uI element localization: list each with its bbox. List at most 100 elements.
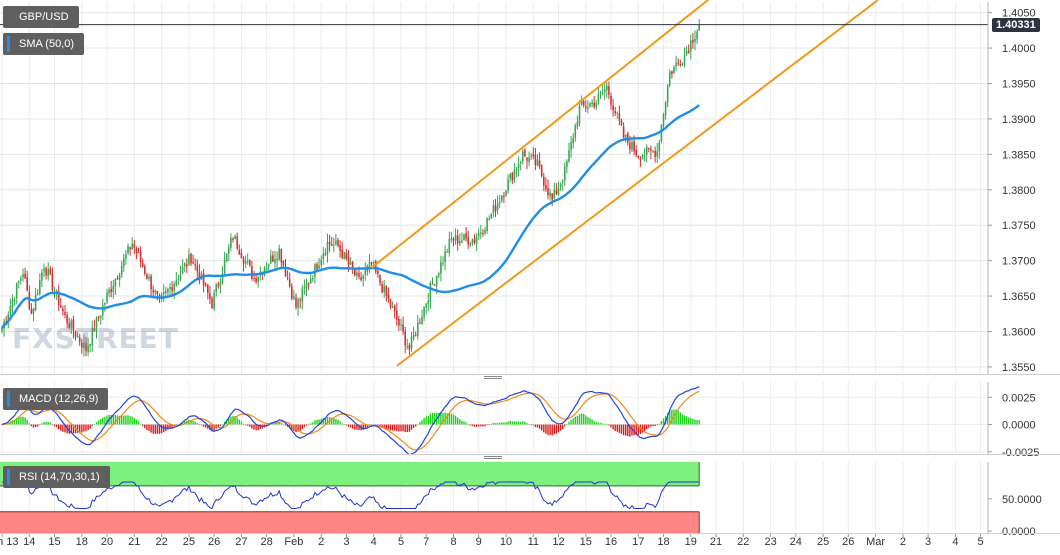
candle-body-276: [580, 101, 583, 105]
x-tick-label-34: 2: [900, 536, 906, 548]
x-tick-label-23: 16: [605, 536, 617, 548]
candle-body-204: [429, 283, 432, 303]
macd-hist-bar-266: [559, 424, 562, 431]
candle-body-14: [30, 309, 33, 314]
candle-body-34: [72, 319, 75, 331]
candle-body-267: [561, 181, 564, 183]
candle-body-69: [146, 274, 148, 279]
macd-hist-bar-101: [213, 424, 215, 431]
macd-line: [1, 386, 700, 456]
candle-body-177: [372, 262, 375, 264]
macd-hist-bar-256: [538, 424, 541, 429]
macd-hist-bar-253: [532, 424, 534, 426]
candle-body-196: [412, 335, 415, 339]
macd-hist-bar-112: [236, 417, 238, 425]
candle-body-314: [660, 125, 663, 141]
candle-body-3: [7, 314, 10, 321]
macd-hist-bar-226: [475, 424, 478, 427]
macd-hist-bar-273: [574, 416, 576, 425]
macd-hist-bar-203: [427, 415, 429, 425]
candle-body-42: [89, 343, 91, 347]
candle-body-263: [553, 189, 556, 199]
candle-body-119: [251, 266, 253, 279]
candle-body-304: [639, 158, 642, 160]
macd-hist-bar-200: [421, 420, 423, 425]
macd-hist-bar-72: [152, 424, 154, 434]
macd-hist-bar-269: [566, 424, 568, 425]
candle-body-251: [528, 157, 530, 162]
candle-body-84: [177, 279, 180, 281]
candle-body-108: [228, 247, 230, 254]
candle-body-295: [620, 120, 623, 126]
candle-body-128: [270, 255, 272, 264]
symbol-label[interactable]: GBP/USD: [3, 6, 79, 28]
candle-body-100: [211, 298, 213, 308]
candle-body-285: [599, 92, 602, 95]
x-tick-label-10: 28: [260, 536, 272, 548]
candle-body-9: [20, 278, 22, 281]
macd-hist-bar-201: [423, 418, 425, 425]
pane-frames: [0, 2, 1060, 534]
macd-hist-bar-119: [251, 424, 253, 429]
candle-body-246: [517, 164, 520, 169]
macd-text: MACD (12,26,9): [19, 393, 99, 405]
candle-body-250: [526, 157, 528, 161]
macd-hist-bar-301: [633, 424, 635, 436]
macd-hist-bar-221: [465, 422, 467, 425]
candle-body-67: [141, 262, 144, 267]
candle-body-163: [343, 251, 346, 260]
macd-hist-bar-220: [463, 421, 465, 425]
macd-hist-bar-150: [316, 419, 318, 425]
candle-body-81: [171, 287, 173, 291]
candle-body-121: [255, 278, 257, 282]
candle-body-60: [127, 245, 129, 254]
candle-body-85: [179, 273, 182, 280]
macd-hist-bar-259: [545, 424, 547, 434]
candle-body-105: [221, 273, 224, 283]
candle-body-236: [496, 203, 499, 211]
macd-hist-bar-23: [49, 422, 51, 425]
candle-body-56: [118, 275, 121, 280]
macd-hist-bar-328: [690, 417, 692, 425]
candle-body-72: [152, 290, 154, 293]
macd-hist-bar-290: [610, 424, 612, 428]
macd-hist-bar-135: [284, 424, 287, 426]
candle-body-51: [108, 289, 110, 294]
macd-hist-bar-46: [97, 420, 100, 425]
sma-label[interactable]: SMA (50,0): [3, 33, 85, 55]
sma-swatch: [7, 36, 10, 52]
macd-hist-bar-292: [614, 424, 616, 431]
macd-hist-bar-143: [301, 424, 303, 430]
macd-hist-bar-134: [282, 423, 285, 425]
rsi-label[interactable]: RSI (14,70,30,1): [3, 466, 110, 488]
candle-body-292: [614, 111, 616, 114]
candle-body-151: [318, 265, 320, 269]
rsi-axis: 50.0000 0.0000: [988, 494, 1042, 538]
macd-label[interactable]: MACD (12,26,9): [3, 388, 109, 410]
candle-body-303: [637, 155, 640, 158]
macd-hist-bar-118: [249, 424, 251, 427]
candle-body-273: [574, 125, 577, 138]
x-tick-label-8: 26: [208, 536, 220, 548]
rsi-tick-label-1: 0.0000: [1002, 526, 1036, 538]
candle-body-306: [643, 155, 646, 157]
macd-hist-bar-145: [305, 424, 308, 426]
candle-body-168: [354, 269, 356, 276]
macd-hist-bar-313: [658, 423, 660, 425]
macd-hist-bar-87: [184, 420, 186, 425]
macd-hist-bar-247: [520, 421, 522, 425]
candle-body-147: [309, 278, 312, 284]
candle-body-63: [133, 243, 136, 248]
candle-body-225: [473, 239, 476, 243]
candle-body-229: [482, 233, 484, 235]
macd-hist-bar-286: [601, 423, 604, 425]
rsi-text: RSI (14,70,30,1): [19, 471, 100, 483]
macd-hist-bar-261: [549, 424, 551, 436]
candle-body-223: [469, 243, 472, 245]
candle-body-35: [74, 331, 77, 337]
candle-body-305: [641, 155, 644, 159]
candle-body-254: [534, 154, 537, 165]
macd-hist-bar-228: [480, 424, 482, 427]
candle-body-310: [652, 151, 654, 153]
candle-body-12: [26, 277, 28, 291]
